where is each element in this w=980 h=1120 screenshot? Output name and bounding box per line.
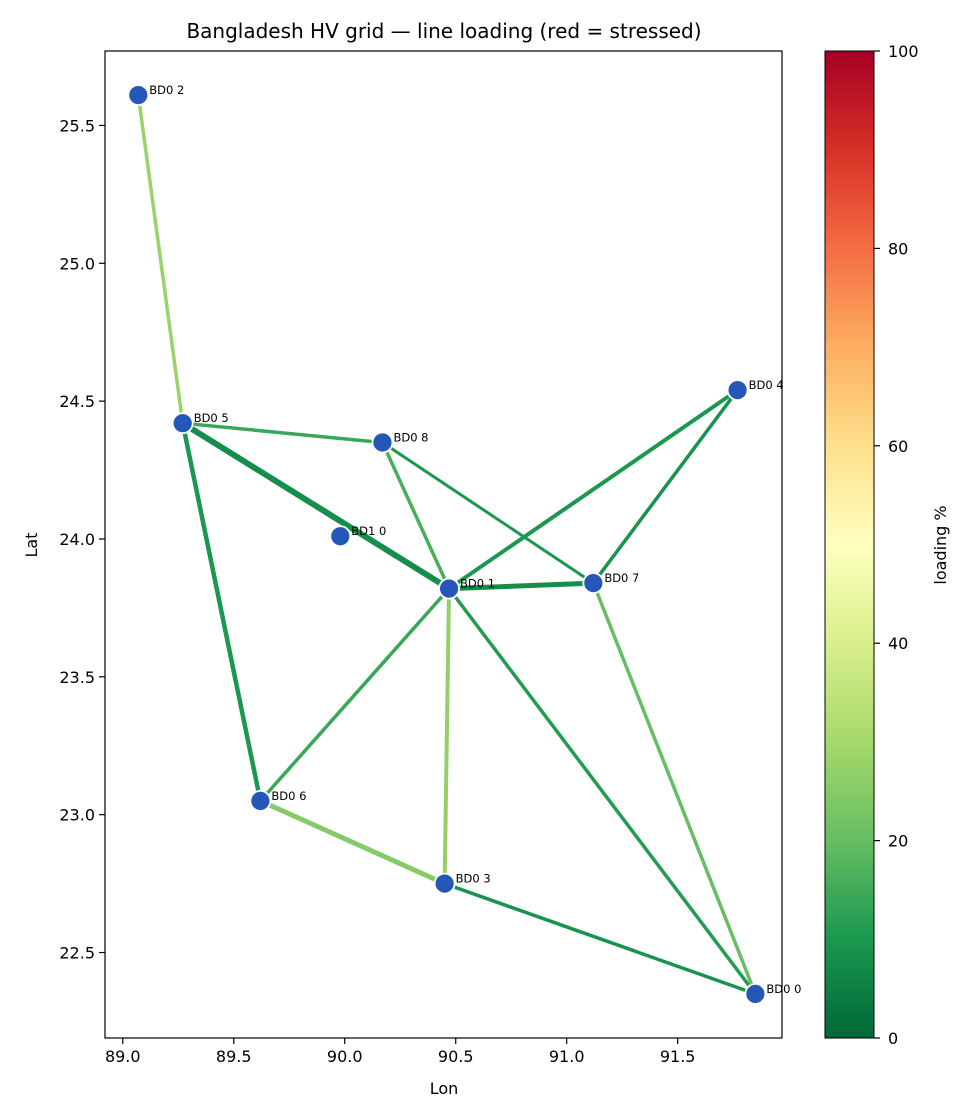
node-label-bd0-2: BD0 2 [149,83,184,97]
y-tick-label: 24.5 [59,392,95,411]
x-tick-label: 89.5 [216,1047,252,1066]
node-bd0-0 [744,982,767,1005]
line-bd0-8-bd0-1 [380,440,451,591]
line-bd0-2-bd0-5 [136,93,185,425]
nodes-layer: BD0 0 BD0 1 BD0 2 BD0 3 BD0 4 BD0 5 BD0 6 BD0 7… [127,83,801,1005]
y-axis: 22.5 23.0 23.5 24.0 24.5 25.0 25.5 [59,116,105,963]
y-tick-label: 23.5 [59,668,95,687]
node-label-bd0-6: BD0 6 [271,789,306,803]
node-label-bd1-0: BD1 0 [351,524,386,538]
x-tick-label: 89.0 [105,1047,141,1066]
line-bd0-7-bd0-0 [591,581,758,996]
line-bd0-7-bd0-4 [591,388,740,585]
colorbar-tick-label: 80 [888,239,908,258]
y-tick-label: 25.5 [59,116,95,135]
node-bd0-8 [371,431,394,454]
colorbar-gradient [824,50,875,1039]
node-label-bd0-3: BD0 3 [456,872,491,886]
node-bd0-5 [171,412,194,435]
line-bd0-5-bd0-8 [180,421,385,445]
y-tick-label: 22.5 [59,944,95,963]
line-bd0-1-bd0-6 [258,586,451,803]
node-label-bd0-0: BD0 0 [766,982,801,996]
node-label-bd0-4: BD0 4 [749,378,784,392]
node-label-bd0-8: BD0 8 [393,430,428,444]
y-tick-label: 25.0 [59,254,95,273]
plot-frame [104,50,783,1039]
y-axis-label: Lat [22,533,41,558]
node-bd0-3 [433,872,456,895]
colorbar-tick-label: 0 [888,1029,898,1048]
line-bd0-5-bd0-1 [179,420,453,592]
x-axis: 89.0 89.5 90.0 90.5 91.0 91.5 [105,1038,696,1066]
line-bd0-5-bd0-6 [180,420,263,804]
node-bd0-6 [249,789,272,812]
colorbar-tick-label: 20 [888,832,908,851]
chart-title: Bangladesh HV grid — line loading (red =… [186,19,701,43]
node-bd0-2 [127,84,150,107]
node-label-bd0-7: BD0 7 [604,571,639,585]
node-bd0-7 [582,572,605,594]
line-bd0-1-bd0-0 [447,586,758,996]
colorbar: 0 20 40 60 80 100 loading % [824,42,950,1048]
line-bd0-1-bd0-3 [442,586,452,886]
node-label-bd0-1: BD0 1 [460,577,495,591]
plot-area: BD0 0 BD0 1 BD0 2 BD0 3 BD0 4 BD0 5 BD0 6 BD0 7… [104,50,801,1039]
node-bd0-1 [438,577,460,600]
line-bd0-3-bd0-0 [442,881,758,996]
x-tick-label: 90.5 [438,1047,474,1066]
colorbar-tick-label: 60 [888,437,908,456]
line-bd0-1-bd0-4 [447,388,740,591]
lines-layer [136,93,758,996]
colorbar-label: loading % [931,505,950,584]
colorbar-ticks: 0 20 40 60 80 100 [874,42,919,1048]
y-tick-label: 23.0 [59,806,95,825]
line-bd0-1-bd0-7 [446,580,596,592]
line-bd0-8-bd0-7 [380,440,595,585]
node-bd0-4 [726,379,749,402]
colorbar-tick-label: 100 [888,42,919,61]
x-tick-label: 91.0 [549,1047,585,1066]
x-axis-label: Lon [430,1079,459,1098]
x-tick-label: 90.0 [327,1047,363,1066]
y-tick-label: 24.0 [59,530,95,549]
node-bd1-0 [329,525,352,548]
colorbar-tick-label: 40 [888,634,908,653]
node-label-bd0-5: BD0 5 [194,411,229,425]
line-bd0-6-bd0-3 [257,798,448,887]
x-tick-label: 91.5 [660,1047,696,1066]
